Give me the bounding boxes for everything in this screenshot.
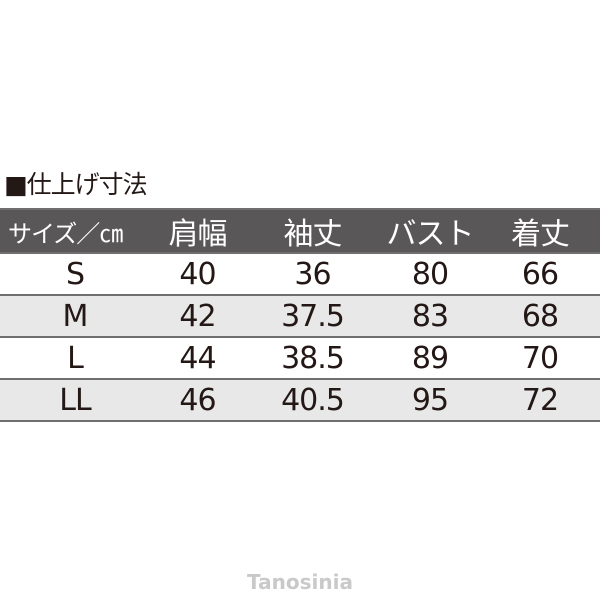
cell: 46: [179, 382, 216, 418]
cell: 37.5: [281, 298, 345, 334]
cell: 36: [294, 256, 331, 292]
cell: 72: [521, 382, 559, 418]
cell: M: [62, 298, 89, 334]
table-row: L 44 38.5 89 70: [0, 338, 600, 380]
section-title: ■仕上げ寸法: [4, 170, 148, 199]
cell: LL: [59, 382, 91, 418]
cell: 66: [521, 256, 559, 292]
cell: S: [65, 256, 85, 292]
table-header: サイズ／㎝ 肩幅 袖丈 バスト 着丈: [0, 208, 600, 254]
cell: 40: [179, 256, 216, 292]
cell: L: [67, 340, 84, 376]
table-row: M 42 37.5 83 68: [0, 296, 600, 338]
size-table: サイズ／㎝ 肩幅 袖丈 バスト 着丈 S 40 36 80 66 M 42 37…: [0, 208, 600, 422]
cell: 80: [411, 256, 449, 292]
header-length: 着丈: [511, 217, 570, 252]
cell: 42: [179, 298, 216, 334]
header-bust: バスト: [386, 217, 475, 252]
cell: 70: [521, 340, 559, 376]
cell: 44: [179, 340, 216, 376]
cell: 38.5: [281, 340, 345, 376]
table-row: LL 46 40.5 95 72: [0, 380, 600, 422]
header-shoulder: 肩幅: [168, 217, 228, 252]
watermark: Tanosinia: [247, 570, 353, 594]
cell: 95: [411, 382, 449, 418]
cell: 40.5: [281, 382, 345, 418]
header-size: サイズ／㎝: [8, 219, 123, 248]
cell: 83: [411, 298, 449, 334]
cell: 68: [521, 298, 559, 334]
header-sleeve: 袖丈: [283, 217, 343, 252]
cell: 89: [411, 340, 449, 376]
table-row: S 40 36 80 66: [0, 254, 600, 296]
